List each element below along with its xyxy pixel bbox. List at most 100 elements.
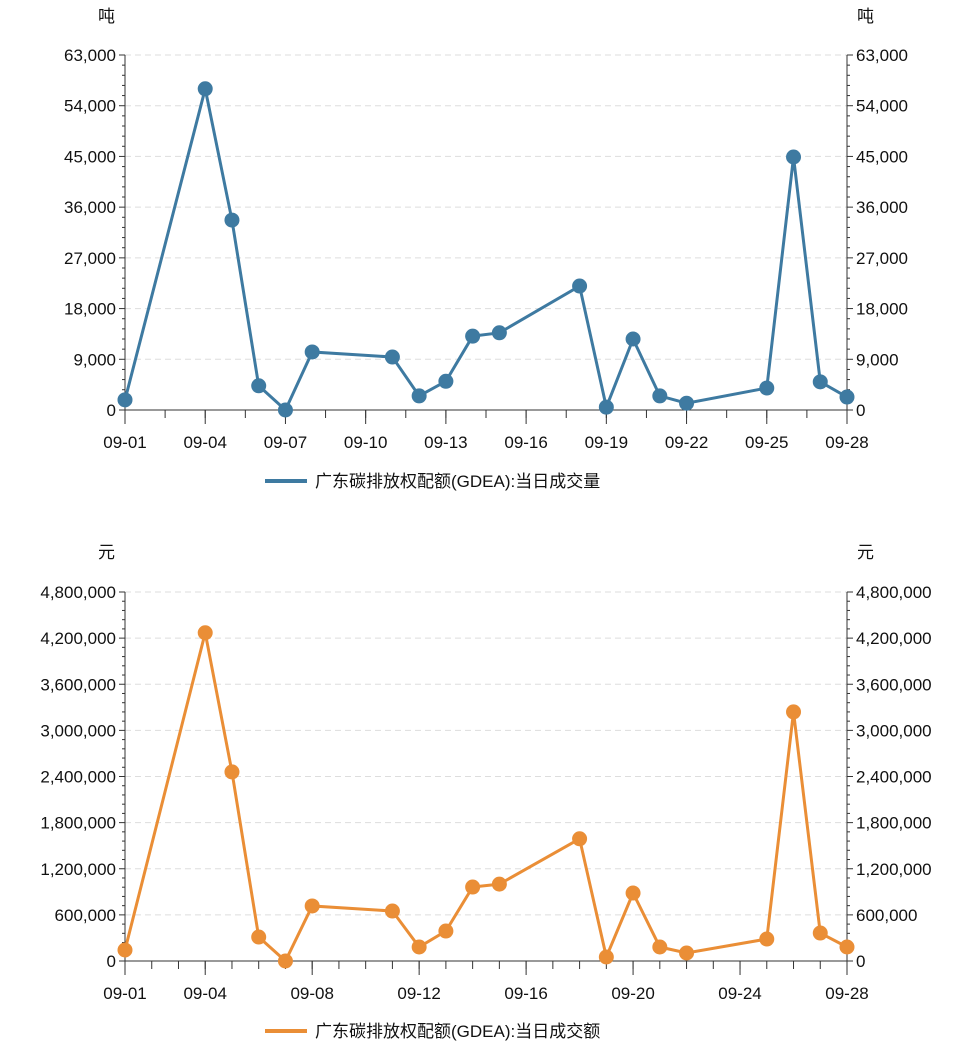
- y-tick-label-left: 0: [107, 401, 116, 420]
- left-unit-label: 元: [98, 543, 115, 562]
- x-tick-label: 09-25: [745, 433, 788, 452]
- y-tick-label-left: 9,000: [73, 350, 116, 369]
- x-tick-label: 09-19: [585, 433, 628, 452]
- data-point: [277, 953, 293, 969]
- y-tick-label-left: 45,000: [64, 147, 116, 166]
- data-point: [197, 81, 213, 97]
- legend-label: 广东碳排放权配额(GDEA):当日成交量: [315, 472, 600, 491]
- data-point: [304, 898, 320, 914]
- data-point: [679, 395, 695, 411]
- data-point: [224, 212, 240, 228]
- y-tick-label-right: 27,000: [856, 249, 908, 268]
- y-tick-label-right: 0: [856, 401, 865, 420]
- data-point: [572, 831, 588, 847]
- data-point: [465, 879, 481, 895]
- y-tick-label-left: 4,800,000: [40, 583, 116, 602]
- data-point: [625, 331, 641, 347]
- y-tick-label-right: 0: [856, 952, 865, 971]
- data-point: [598, 949, 614, 965]
- data-point: [786, 149, 802, 165]
- y-tick-label-left: 600,000: [55, 906, 116, 925]
- y-tick-label-right: 9,000: [856, 350, 899, 369]
- x-tick-label: 09-07: [264, 433, 307, 452]
- series-line: [123, 88, 848, 413]
- y-tick-label-left: 36,000: [64, 198, 116, 217]
- data-point: [625, 885, 641, 901]
- data-point: [384, 903, 400, 919]
- x-tick-label: 09-12: [397, 984, 440, 1003]
- y-tick-label-right: 2,400,000: [856, 768, 932, 787]
- x-tick-label: 09-20: [611, 984, 654, 1003]
- data-point: [812, 925, 828, 941]
- y-tick-label-right: 4,200,000: [856, 629, 932, 648]
- y-tick-label-right: 36,000: [856, 198, 908, 217]
- x-tick-label: 09-01: [103, 984, 146, 1003]
- data-point: [839, 939, 855, 955]
- data-point: [438, 373, 454, 389]
- data-point: [652, 388, 668, 404]
- data-point: [277, 402, 293, 418]
- data-point: [465, 328, 481, 344]
- data-point: [786, 704, 802, 720]
- right-unit-label: 元: [857, 543, 874, 562]
- chart-0: 吨 吨 0 0 9,000 9,000 18,000 18,000 27,000 27,000 36…: [64, 7, 908, 491]
- y-tick-label-right: 3,600,000: [856, 675, 932, 694]
- y-tick-label-left: 3,600,000: [40, 675, 116, 694]
- legend-label: 广东碳排放权配额(GDEA):当日成交额: [315, 1022, 600, 1041]
- x-tick-label: 09-28: [825, 433, 868, 452]
- y-tick-label-right: 63,000: [856, 46, 908, 65]
- x-tick-label: 09-16: [504, 433, 547, 452]
- y-tick-label-left: 54,000: [64, 97, 116, 116]
- y-tick-label-left: 3,000,000: [40, 721, 116, 740]
- series-line: [123, 632, 848, 964]
- data-point: [117, 392, 133, 408]
- x-tick-label: 09-16: [504, 984, 547, 1003]
- y-tick-label-right: 1,200,000: [856, 860, 932, 879]
- data-point: [759, 931, 775, 947]
- y-tick-label-right: 18,000: [856, 300, 908, 319]
- data-point: [491, 876, 507, 892]
- x-tick-label: 09-13: [424, 433, 467, 452]
- data-point: [839, 389, 855, 405]
- data-point: [679, 945, 695, 961]
- data-point: [652, 939, 668, 955]
- x-tick-label: 09-10: [344, 433, 387, 452]
- data-point: [491, 325, 507, 341]
- data-point: [438, 923, 454, 939]
- x-tick-label: 09-28: [825, 984, 868, 1003]
- data-point: [572, 278, 588, 294]
- y-tick-label-right: 3,000,000: [856, 721, 932, 740]
- y-tick-label-left: 1,200,000: [40, 860, 116, 879]
- y-tick-label-right: 1,800,000: [856, 814, 932, 833]
- data-point: [197, 625, 213, 641]
- x-tick-label: 09-04: [183, 984, 226, 1003]
- x-tick-label: 09-24: [718, 984, 761, 1003]
- y-tick-label-right: 54,000: [856, 97, 908, 116]
- data-point: [759, 380, 775, 396]
- chart-1: 元 元 0 0 600,000 600,000 1,200,000 1,200,000 1,80…: [40, 543, 931, 1041]
- x-tick-label: 09-01: [103, 433, 146, 452]
- x-tick-label: 09-08: [290, 984, 333, 1003]
- y-tick-label-left: 27,000: [64, 249, 116, 268]
- x-tick-label: 09-22: [665, 433, 708, 452]
- data-point: [251, 929, 267, 945]
- data-point: [812, 374, 828, 390]
- left-unit-label: 吨: [98, 7, 115, 26]
- data-point: [411, 388, 427, 404]
- y-tick-label-left: 4,200,000: [40, 629, 116, 648]
- data-point: [384, 349, 400, 365]
- y-tick-label-left: 1,800,000: [40, 814, 116, 833]
- x-tick-label: 09-04: [183, 433, 226, 452]
- data-point: [224, 764, 240, 780]
- data-point: [251, 378, 267, 394]
- y-tick-label-left: 18,000: [64, 300, 116, 319]
- y-tick-label-left: 0: [107, 952, 116, 971]
- data-point: [117, 942, 133, 958]
- y-tick-label-right: 600,000: [856, 906, 917, 925]
- y-tick-label-left: 63,000: [64, 46, 116, 65]
- y-tick-label-right: 4,800,000: [856, 583, 932, 602]
- y-tick-label-left: 2,400,000: [40, 768, 116, 787]
- data-point: [411, 939, 427, 955]
